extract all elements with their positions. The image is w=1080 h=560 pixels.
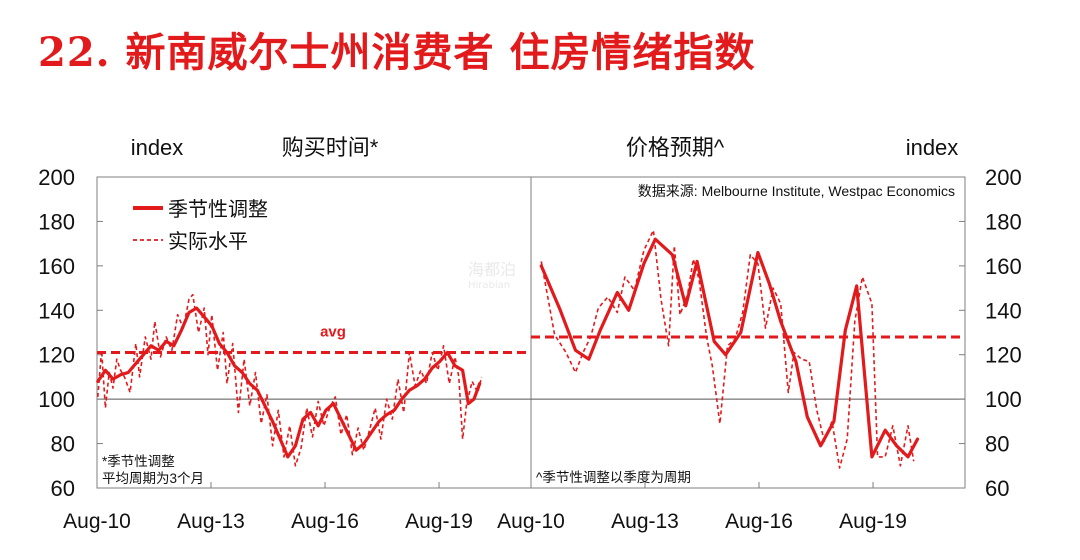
x-tick-label: Aug-10 bbox=[63, 510, 131, 533]
footnote: 平均周期为3个月 bbox=[102, 471, 204, 486]
y-tick-label: 140 bbox=[985, 298, 1022, 323]
y-tick-label: 80 bbox=[51, 432, 75, 457]
x-tick-label: Aug-13 bbox=[177, 510, 245, 533]
series-line-seasonal bbox=[541, 239, 917, 457]
right-chart-panel: 60 80 100 120 140 160 180 200 Aug-10 Aug-13 Aug-16… bbox=[497, 135, 1022, 533]
y-tick-label: 80 bbox=[985, 432, 1009, 457]
x-tick-label: Aug-13 bbox=[611, 510, 679, 533]
y-axis-label: index bbox=[131, 135, 184, 160]
footnote: *季节性调整 bbox=[102, 454, 175, 469]
y-tick-label: 160 bbox=[38, 254, 75, 279]
x-tick-label: Aug-19 bbox=[839, 510, 907, 533]
y-tick-label: 180 bbox=[985, 209, 1022, 234]
y-tick-label: 180 bbox=[38, 209, 75, 234]
y-tick-label: 120 bbox=[38, 343, 75, 368]
y-axis-label: index bbox=[906, 135, 959, 160]
y-tick-label: 60 bbox=[985, 476, 1009, 501]
legend-label: 季节性调整 bbox=[168, 198, 268, 221]
y-tick-label: 200 bbox=[985, 165, 1022, 190]
plot-frame bbox=[531, 177, 965, 488]
panel-title: 价格预期^ bbox=[626, 135, 725, 160]
footnote: ^季节性调整以季度为周期 bbox=[536, 470, 691, 485]
series-line-actual bbox=[541, 230, 913, 468]
panel-title: 购买时间* bbox=[282, 135, 379, 160]
plot-frame bbox=[97, 177, 531, 488]
y-tick-label: 100 bbox=[38, 387, 75, 412]
y-tick-label: 120 bbox=[985, 343, 1022, 368]
y-tick-label: 160 bbox=[985, 254, 1022, 279]
x-tick-label: Aug-16 bbox=[725, 510, 793, 533]
y-tick-label: 140 bbox=[38, 298, 75, 323]
y-tick-label: 60 bbox=[51, 476, 75, 501]
x-tick-label: Aug-10 bbox=[497, 510, 565, 533]
x-tick-label: Aug-16 bbox=[291, 510, 359, 533]
legend-label: 实际水平 bbox=[168, 230, 248, 253]
x-tick-label: Aug-19 bbox=[405, 510, 473, 533]
y-tick-label: 200 bbox=[38, 165, 75, 190]
source-note: 数据来源: Melbourne Institute, Westpac Econo… bbox=[638, 183, 955, 199]
y-tick-label: 100 bbox=[985, 387, 1022, 412]
average-label: avg bbox=[320, 323, 346, 340]
left-chart-panel: 60 80 100 120 140 160 180 200 Aug-10 Aug-13 Aug-16… bbox=[38, 135, 531, 533]
